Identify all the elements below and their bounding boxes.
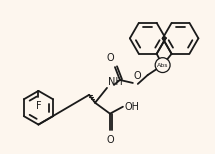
Text: O: O <box>106 53 114 63</box>
Text: OH: OH <box>125 102 140 112</box>
Text: Abs: Abs <box>157 63 168 68</box>
Text: F: F <box>36 101 41 111</box>
Text: O: O <box>134 71 141 81</box>
Text: NH: NH <box>108 77 123 87</box>
Text: O: O <box>106 136 114 146</box>
Circle shape <box>156 58 170 72</box>
